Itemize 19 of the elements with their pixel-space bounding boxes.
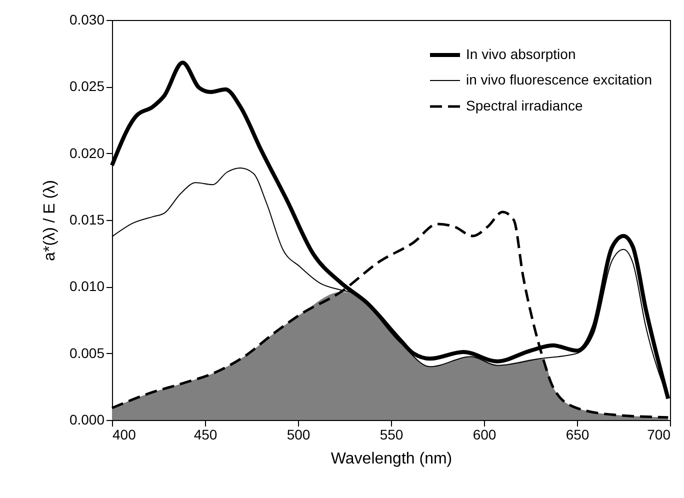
- y-tick-label: 0.015: [69, 212, 105, 228]
- legend-label: In vivo absorption: [466, 46, 576, 62]
- x-tick-label: 650: [566, 426, 590, 442]
- x-tick-label: 600: [472, 426, 496, 442]
- x-tick-label: 550: [380, 426, 404, 442]
- y-tick-label: 0.010: [69, 278, 105, 294]
- y-tick-label: 0.000: [69, 412, 105, 428]
- x-tick-label: 450: [194, 426, 218, 442]
- x-axis-title: Wavelength (nm): [330, 450, 452, 468]
- x-tick-label: 700: [647, 426, 671, 442]
- legend-label: Spectral irradiance: [466, 98, 583, 114]
- y-tick-label: 0.020: [69, 144, 105, 161]
- legend-label: in vivo fluorescence excitation: [466, 72, 652, 88]
- x-tick-label: 500: [286, 426, 310, 442]
- y-tick-label: 0.025: [69, 78, 105, 94]
- y-tick-label: 0.005: [69, 344, 105, 361]
- x-tick-label: 400: [112, 426, 136, 442]
- y-axis-title: a*(λ) / E (λ): [41, 180, 58, 261]
- y-tick-label: 0.030: [69, 12, 105, 28]
